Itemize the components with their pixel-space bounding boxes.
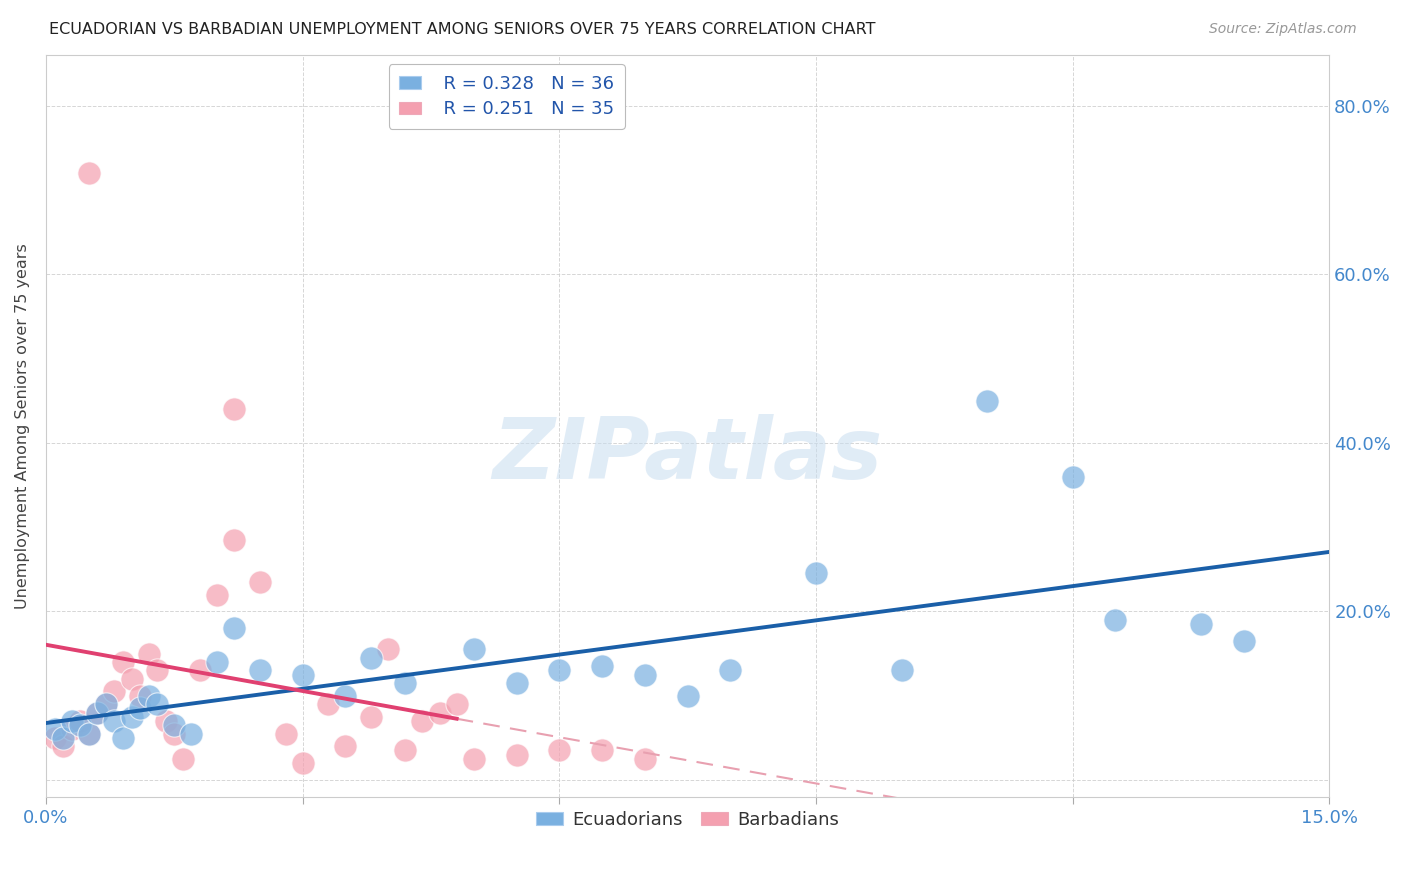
Point bbox=[676, 689, 699, 703]
Point bbox=[224, 621, 246, 635]
Point bbox=[335, 739, 357, 754]
Point bbox=[86, 706, 108, 720]
Point bbox=[634, 667, 657, 681]
Point bbox=[505, 747, 527, 762]
Point bbox=[86, 706, 108, 720]
Point bbox=[718, 664, 741, 678]
Point bbox=[111, 655, 134, 669]
Point bbox=[111, 731, 134, 745]
Point bbox=[316, 697, 339, 711]
Point bbox=[249, 664, 271, 678]
Point bbox=[69, 714, 91, 728]
Text: Source: ZipAtlas.com: Source: ZipAtlas.com bbox=[1209, 22, 1357, 37]
Point bbox=[172, 752, 194, 766]
Point bbox=[60, 723, 83, 737]
Point bbox=[274, 726, 297, 740]
Point bbox=[205, 655, 228, 669]
Point bbox=[429, 706, 451, 720]
Point bbox=[52, 731, 75, 745]
Point bbox=[52, 739, 75, 754]
Point bbox=[591, 743, 613, 757]
Y-axis label: Unemployment Among Seniors over 75 years: Unemployment Among Seniors over 75 years bbox=[15, 244, 30, 609]
Point bbox=[163, 726, 186, 740]
Point bbox=[224, 533, 246, 547]
Point bbox=[163, 718, 186, 732]
Point bbox=[335, 689, 357, 703]
Point bbox=[360, 650, 382, 665]
Point bbox=[180, 726, 202, 740]
Point bbox=[377, 642, 399, 657]
Text: ECUADORIAN VS BARBADIAN UNEMPLOYMENT AMONG SENIORS OVER 75 YEARS CORRELATION CHA: ECUADORIAN VS BARBADIAN UNEMPLOYMENT AMO… bbox=[49, 22, 876, 37]
Point bbox=[69, 718, 91, 732]
Point bbox=[77, 726, 100, 740]
Legend: Ecuadorians, Barbadians: Ecuadorians, Barbadians bbox=[529, 804, 846, 836]
Point bbox=[1189, 617, 1212, 632]
Point bbox=[205, 587, 228, 601]
Point bbox=[591, 659, 613, 673]
Point bbox=[188, 664, 211, 678]
Point bbox=[224, 402, 246, 417]
Point bbox=[77, 726, 100, 740]
Point bbox=[1104, 613, 1126, 627]
Point bbox=[804, 566, 827, 581]
Point bbox=[129, 689, 152, 703]
Point bbox=[44, 731, 66, 745]
Text: ZIPatlas: ZIPatlas bbox=[492, 414, 883, 497]
Point bbox=[121, 709, 143, 723]
Point bbox=[103, 714, 125, 728]
Point bbox=[103, 684, 125, 698]
Point bbox=[77, 166, 100, 180]
Point bbox=[463, 642, 485, 657]
Point bbox=[548, 743, 571, 757]
Point bbox=[60, 714, 83, 728]
Point bbox=[394, 743, 416, 757]
Point bbox=[44, 723, 66, 737]
Point bbox=[976, 393, 998, 408]
Point bbox=[146, 664, 169, 678]
Point bbox=[138, 689, 160, 703]
Point bbox=[155, 714, 177, 728]
Point bbox=[94, 697, 117, 711]
Point bbox=[634, 752, 657, 766]
Point bbox=[446, 697, 468, 711]
Point bbox=[394, 676, 416, 690]
Point bbox=[138, 647, 160, 661]
Point bbox=[249, 574, 271, 589]
Point bbox=[1233, 633, 1256, 648]
Point bbox=[121, 672, 143, 686]
Point bbox=[129, 701, 152, 715]
Point bbox=[1062, 469, 1084, 483]
Point bbox=[548, 664, 571, 678]
Point bbox=[505, 676, 527, 690]
Point bbox=[411, 714, 433, 728]
Point bbox=[360, 709, 382, 723]
Point bbox=[291, 756, 314, 770]
Point bbox=[94, 697, 117, 711]
Point bbox=[463, 752, 485, 766]
Point bbox=[146, 697, 169, 711]
Point bbox=[890, 664, 912, 678]
Point bbox=[291, 667, 314, 681]
